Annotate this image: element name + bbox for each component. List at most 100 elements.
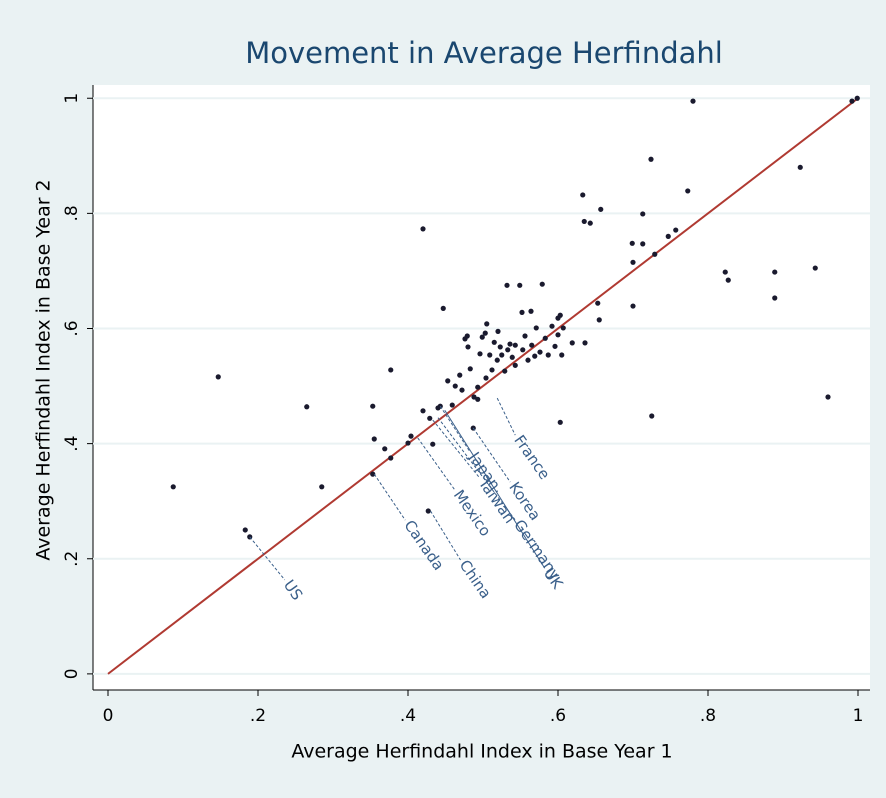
data-point: [420, 226, 426, 232]
data-point: [640, 211, 646, 217]
data-point: [772, 269, 778, 275]
data-point: [494, 357, 500, 363]
x-tick-label: 0: [103, 706, 114, 726]
data-point: [722, 269, 728, 275]
data-point: [519, 309, 525, 315]
data-point: [449, 402, 455, 408]
data-point: [440, 305, 446, 311]
data-point: [532, 353, 538, 359]
data-point: [630, 259, 636, 265]
data-point: [499, 352, 505, 358]
data-point: [482, 330, 488, 336]
data-point: [557, 419, 563, 425]
label-leader: [439, 405, 471, 453]
data-point: [580, 192, 586, 198]
data-point: [304, 404, 310, 410]
label-leader: [432, 419, 481, 479]
data-point: [475, 384, 481, 390]
data-point: [465, 344, 471, 350]
x-tick-label: 1: [853, 706, 864, 726]
data-point: [537, 349, 543, 355]
data-point: [408, 433, 414, 439]
data-point: [319, 484, 325, 490]
data-point: [812, 265, 818, 271]
data-point: [630, 303, 636, 309]
data-point: [475, 396, 481, 402]
label-leader: [249, 536, 286, 581]
data-point: [509, 354, 515, 360]
data-point: [479, 334, 485, 340]
data-point: [491, 339, 497, 345]
data-point: [242, 527, 248, 533]
data-point: [484, 321, 490, 327]
data-point: [502, 368, 508, 374]
label-leader: [430, 510, 461, 561]
data-point: [555, 332, 561, 338]
label-leader: [444, 409, 546, 569]
data-point: [595, 300, 601, 306]
data-point: [425, 508, 431, 514]
label-leader: [417, 437, 456, 491]
data-point: [520, 347, 526, 353]
data-point: [725, 277, 731, 283]
data-point: [382, 446, 388, 452]
data-point: [525, 357, 531, 363]
data-point: [690, 98, 696, 104]
data-point: [552, 343, 558, 349]
data-point: [459, 387, 465, 393]
x-tick-label: .6: [550, 706, 566, 726]
x-axis-title: Average Herfindahl Index in Base Year 1: [291, 741, 672, 763]
data-point: [489, 367, 495, 373]
x-tick-label: .2: [250, 706, 266, 726]
data-point: [467, 366, 473, 372]
label-leader: [472, 427, 511, 483]
x-tick-label: .4: [400, 706, 416, 726]
data-point: [648, 156, 654, 162]
data-point: [545, 352, 551, 358]
data-point: [512, 342, 518, 348]
label-leader: [373, 473, 406, 521]
data-point: [598, 206, 604, 212]
data-point: [430, 441, 436, 447]
data-point: [549, 323, 555, 329]
y-tick-label: .4: [62, 436, 82, 452]
data-point: [569, 340, 575, 346]
data-point: [522, 333, 528, 339]
data-point: [507, 341, 513, 347]
chart-title: Movement in Average Herfindahl: [245, 36, 723, 70]
reference-line: [107, 97, 859, 675]
data-point: [495, 328, 501, 334]
data-point: [420, 408, 426, 414]
data-point: [665, 233, 671, 239]
data-point: [673, 227, 679, 233]
data-point: [528, 308, 534, 314]
data-point: [505, 347, 511, 353]
data-point: [517, 282, 523, 288]
data-point: [797, 164, 803, 170]
data-point: [529, 342, 535, 348]
data-point: [559, 352, 565, 358]
data-point: [445, 378, 451, 384]
data-point: [512, 362, 518, 368]
data-point: [649, 413, 655, 419]
label-leader: [496, 397, 516, 436]
data-point: [596, 317, 602, 323]
data-point: [370, 403, 376, 409]
data-point: [542, 335, 548, 341]
data-point: [483, 375, 489, 381]
data-point: [487, 352, 493, 358]
data-point: [457, 372, 463, 378]
data-point: [215, 374, 221, 380]
data-point: [581, 218, 587, 225]
data-point: [640, 241, 646, 247]
data-point: [629, 240, 635, 246]
data-point: [533, 325, 539, 331]
data-point: [539, 281, 545, 287]
data-point: [772, 295, 778, 301]
data-point: [464, 333, 470, 339]
data-point: [370, 471, 376, 477]
data-point: [582, 340, 588, 346]
data-point: [371, 436, 377, 442]
data-point: [560, 325, 566, 331]
